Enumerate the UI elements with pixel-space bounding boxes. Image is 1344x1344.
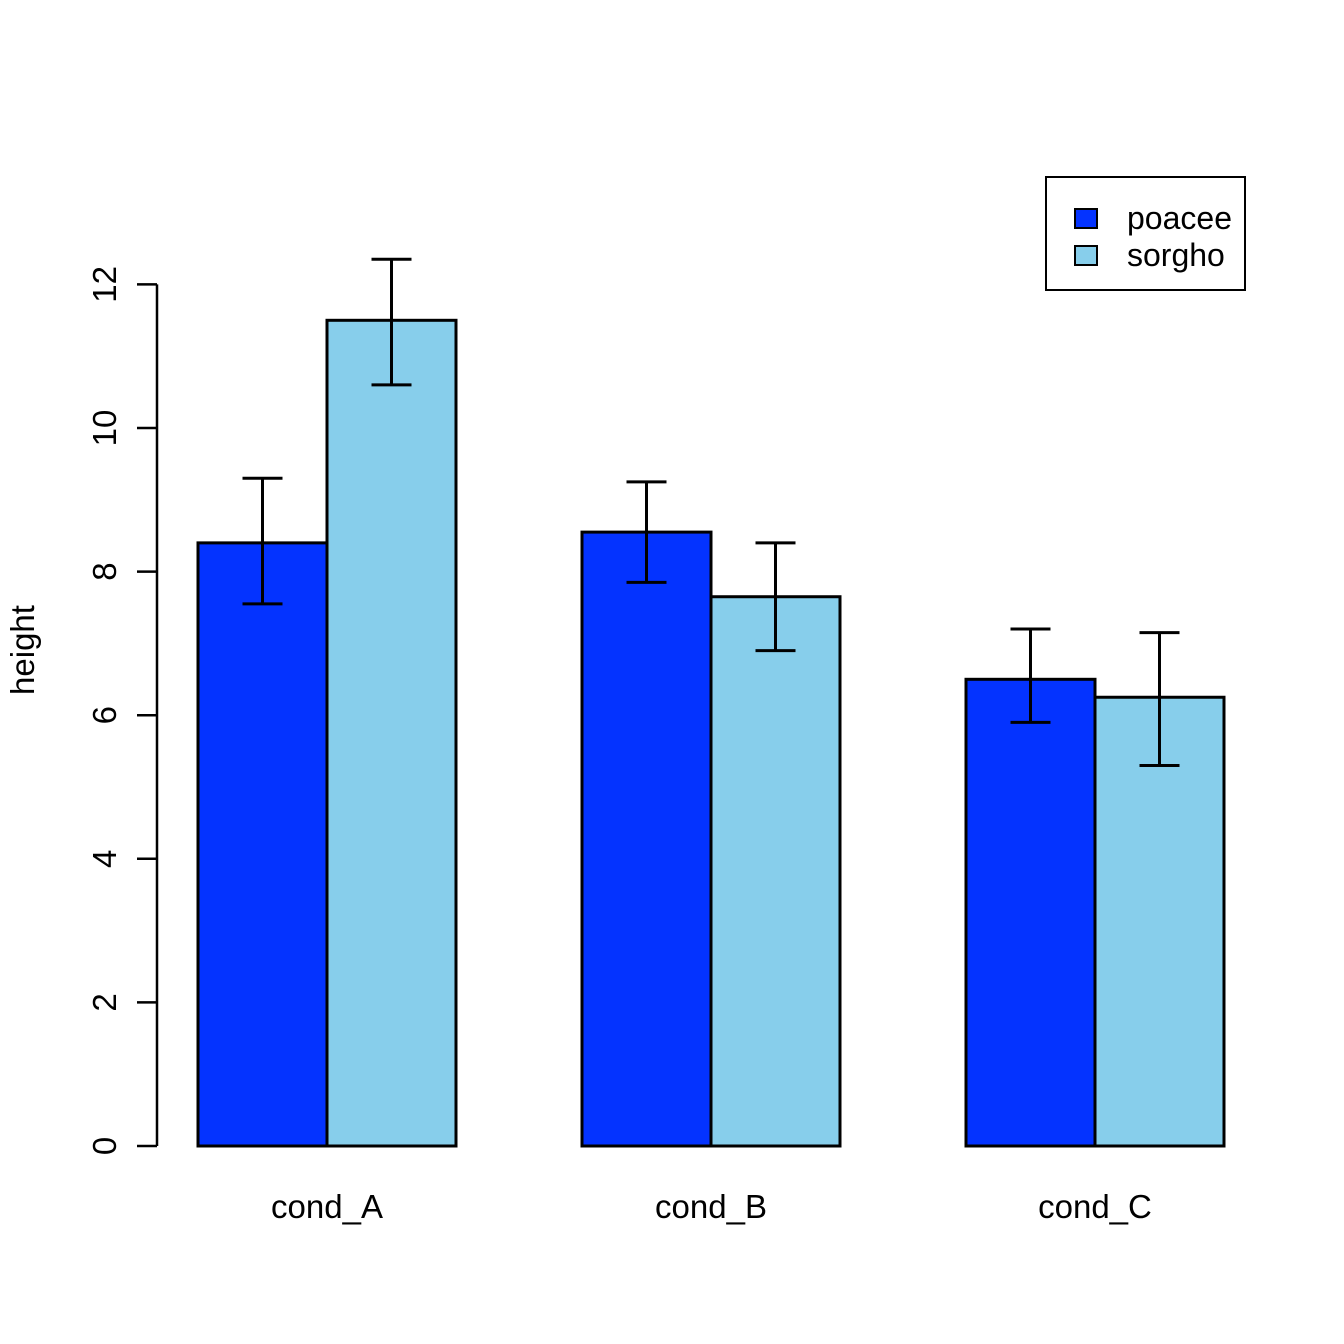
bar-poacee-cond_A bbox=[196, 541, 329, 1148]
y-axis-tick-label: 6 bbox=[86, 706, 123, 724]
error-bar-sorgho-cond_B bbox=[755, 541, 796, 653]
x-category-label-cond_A: cond_A bbox=[271, 1188, 383, 1225]
legend-item-sorgho: sorgho bbox=[1074, 237, 1244, 274]
x-category-label-cond_B: cond_B bbox=[655, 1188, 767, 1225]
x-category-label-cond_C: cond_C bbox=[1038, 1188, 1152, 1225]
error-bar-sorgho-cond_A bbox=[371, 257, 412, 387]
x-category-labels: cond_A cond_B cond_C bbox=[271, 1188, 1152, 1225]
legend-label-poacee: poacee bbox=[1127, 200, 1232, 236]
bar-poacee-cond_C bbox=[964, 677, 1097, 1148]
error-bar-poacee-cond_B bbox=[626, 480, 667, 584]
legend-label-sorgho: sorgho bbox=[1127, 237, 1225, 273]
y-axis-tick-label: 8 bbox=[86, 562, 123, 580]
y-axis-tick-label: 0 bbox=[86, 1137, 123, 1155]
y-axis: 0 2 4 6 8 10 12 bbox=[86, 266, 159, 1155]
legend-item-poacee: poacee bbox=[1074, 200, 1244, 237]
y-axis-title: height bbox=[4, 605, 41, 695]
error-bar-sorgho-cond_C bbox=[1139, 631, 1180, 767]
y-axis-tick-label: 10 bbox=[86, 410, 123, 447]
error-bar-poacee-cond_C bbox=[1010, 627, 1051, 724]
legend-swatch-poacee bbox=[1074, 208, 1098, 229]
legend: poacee sorgho bbox=[1045, 176, 1246, 291]
bar-sorgho-cond_A bbox=[325, 318, 458, 1148]
bar-sorgho-cond_B bbox=[709, 595, 842, 1148]
y-axis-tick-label: 2 bbox=[86, 993, 123, 1011]
error-bars-group bbox=[242, 257, 1180, 767]
bars-group bbox=[196, 318, 1226, 1148]
bar-poacee-cond_B bbox=[580, 530, 713, 1148]
bar-sorgho-cond_C bbox=[1093, 695, 1226, 1148]
y-axis-tick-label: 12 bbox=[86, 266, 123, 303]
error-bar-poacee-cond_A bbox=[242, 476, 283, 606]
legend-swatch-sorgho bbox=[1074, 245, 1098, 266]
y-axis-tick-label: 4 bbox=[86, 850, 123, 868]
